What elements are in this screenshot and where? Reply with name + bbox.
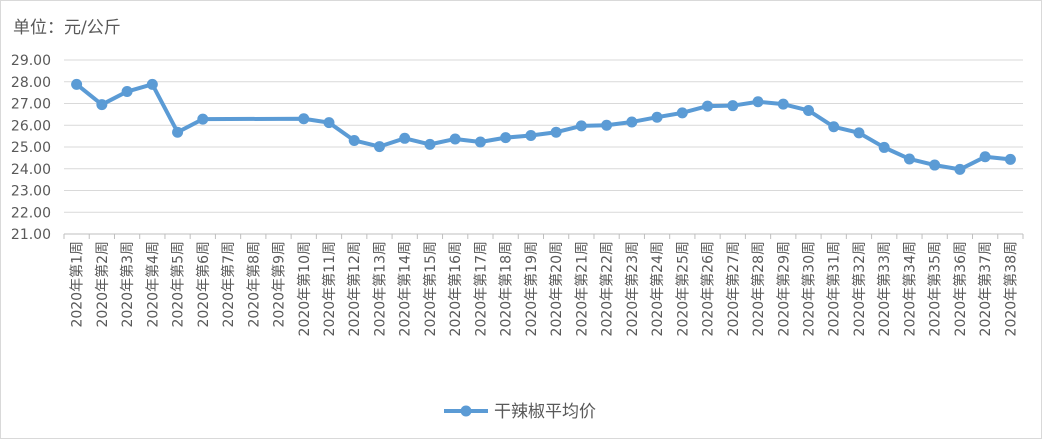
- data-point[interactable]: [96, 99, 108, 111]
- x-axis: [63, 233, 1024, 239]
- y-tick-label: 23.00: [11, 184, 51, 200]
- y-tick-label: 24.00: [11, 162, 51, 178]
- x-tick-label: 2020年第3周: [119, 241, 136, 328]
- x-tick-label: 2020年第22周: [599, 241, 616, 336]
- x-tick-label: 2020年第20周: [548, 241, 565, 336]
- data-point[interactable]: [146, 78, 158, 90]
- data-point[interactable]: [1004, 153, 1016, 165]
- legend-marker: [460, 405, 472, 417]
- x-tick-label: 2020年第2周: [94, 241, 111, 328]
- series-0: [71, 78, 1016, 175]
- data-point[interactable]: [197, 113, 209, 125]
- x-tick-label: 2020年第28周: [750, 241, 767, 336]
- data-point[interactable]: [929, 159, 941, 171]
- x-tick-label: 2020年第26周: [700, 241, 717, 336]
- data-point[interactable]: [727, 100, 739, 112]
- x-tick-label: 2020年第1周: [69, 241, 86, 328]
- data-point[interactable]: [702, 100, 714, 112]
- unit-label: 单位：元/公斤: [13, 18, 121, 38]
- series-layer: [71, 78, 1016, 175]
- data-point[interactable]: [601, 119, 613, 131]
- x-tick-label: 2020年第30周: [800, 241, 817, 336]
- data-point[interactable]: [71, 78, 83, 90]
- y-tick-label: 25.00: [11, 140, 51, 156]
- y-tick-label: 28.00: [11, 75, 51, 91]
- data-point[interactable]: [903, 153, 915, 165]
- x-tick-label: 2020年第15周: [422, 241, 439, 336]
- y-tick-label: 29.00: [11, 53, 51, 69]
- legend[interactable]: 干辣椒平均价: [444, 402, 596, 422]
- y-tick-label: 27.00: [11, 97, 51, 113]
- x-tick-label: 2020年第23周: [624, 241, 641, 336]
- data-point[interactable]: [676, 107, 688, 119]
- y-tick-label: 21.00: [11, 227, 51, 243]
- data-point[interactable]: [853, 127, 865, 139]
- data-point[interactable]: [550, 126, 562, 138]
- data-point[interactable]: [474, 136, 486, 148]
- x-tick-label: 2020年第25周: [674, 241, 691, 336]
- data-point[interactable]: [954, 163, 966, 175]
- data-point[interactable]: [828, 121, 840, 133]
- x-tick-label: 2020年第31周: [826, 241, 843, 336]
- gridlines: [64, 59, 1023, 235]
- x-tick-label: 2020年第38周: [1002, 241, 1019, 336]
- data-point[interactable]: [172, 126, 184, 138]
- data-point[interactable]: [802, 104, 814, 116]
- x-tick-label: 2020年第34周: [901, 241, 918, 336]
- data-point[interactable]: [575, 120, 587, 132]
- data-point[interactable]: [777, 98, 789, 110]
- legend-label: 干辣椒平均价: [494, 402, 596, 422]
- x-tick-label: 2020年第32周: [851, 241, 868, 336]
- x-tick-label: 2020年第11周: [321, 241, 338, 336]
- x-tick-label: 2020年第17周: [472, 241, 489, 336]
- x-tick-label: 2020年第19周: [523, 241, 540, 336]
- x-tick-label: 2020年第12周: [346, 241, 363, 336]
- data-point[interactable]: [651, 111, 663, 123]
- x-tick-label: 2020年第7周: [220, 241, 237, 328]
- data-point[interactable]: [424, 138, 436, 150]
- x-tick-label: 2020年第14周: [397, 241, 414, 336]
- data-point[interactable]: [298, 113, 310, 125]
- x-tick-label: 2020年第4周: [144, 241, 161, 328]
- x-tick-label: 2020年第21周: [573, 241, 590, 336]
- data-point[interactable]: [525, 129, 537, 141]
- data-point[interactable]: [121, 86, 133, 98]
- x-tick-label: 2020年第13周: [371, 241, 388, 336]
- x-tick-label: 2020年第9周: [271, 241, 288, 328]
- data-point[interactable]: [752, 96, 764, 108]
- data-point[interactable]: [878, 141, 890, 153]
- x-tick-label: 2020年第5周: [170, 241, 187, 328]
- series-line: [74, 82, 1013, 172]
- x-tick-label: 2020年第10周: [296, 241, 313, 336]
- data-point[interactable]: [500, 132, 512, 144]
- data-point[interactable]: [348, 134, 360, 146]
- x-tick-label: 2020年第18周: [498, 241, 515, 336]
- x-tick-label: 2020年第33周: [876, 241, 893, 336]
- x-tick-label: 2020年第37周: [977, 241, 994, 336]
- x-tick-label: 2020年第6周: [195, 241, 212, 328]
- x-tick-label: 2020年第24周: [649, 241, 666, 336]
- y-tick-label: 26.00: [11, 118, 51, 134]
- y-tick-label: 22.00: [11, 205, 51, 221]
- data-point[interactable]: [979, 151, 991, 163]
- x-tick-label: 2020年第36周: [952, 241, 969, 336]
- x-tick-label: 2020年第8周: [245, 241, 262, 328]
- data-point[interactable]: [399, 132, 411, 144]
- x-tick-label: 2020年第29周: [775, 241, 792, 336]
- data-point[interactable]: [626, 116, 638, 128]
- data-point[interactable]: [449, 133, 461, 145]
- y-axis-tick-labels: 21.00 22.00 23.00 24.00 25.00 26.00 27.00 28.00…: [11, 53, 51, 243]
- x-tick-label: 2020年第16周: [447, 241, 464, 336]
- data-point[interactable]: [323, 117, 335, 129]
- data-point[interactable]: [373, 141, 385, 153]
- x-tick-label: 2020年第27周: [725, 241, 742, 336]
- x-tick-label: 2020年第35周: [927, 241, 944, 336]
- x-axis-tick-labels: 2020年第1周 2020年第2周 2020年第3周 2020年第4周 2020年第5周…: [69, 241, 1020, 336]
